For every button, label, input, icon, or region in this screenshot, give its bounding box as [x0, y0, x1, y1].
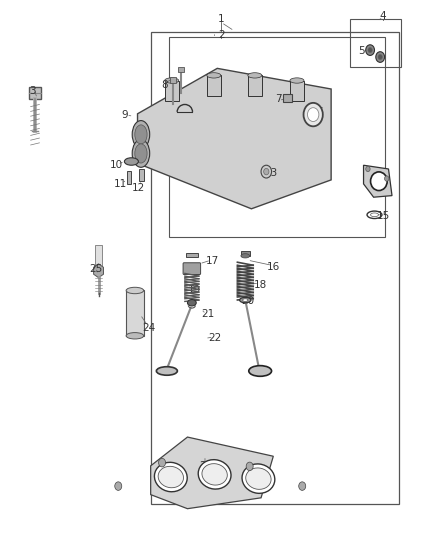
Circle shape: [246, 462, 253, 471]
Bar: [127, 171, 131, 184]
Text: 22: 22: [208, 334, 221, 343]
Circle shape: [376, 52, 385, 62]
Text: 17: 17: [206, 256, 219, 266]
Bar: [139, 169, 144, 181]
Bar: [126, 290, 144, 336]
Bar: [95, 245, 102, 266]
Polygon shape: [151, 437, 273, 508]
Ellipse shape: [156, 367, 177, 375]
Text: 8: 8: [161, 80, 168, 90]
Text: 16: 16: [267, 262, 280, 271]
Text: 10: 10: [110, 160, 123, 170]
Circle shape: [264, 168, 269, 175]
Text: 11: 11: [114, 179, 127, 189]
Bar: [178, 67, 184, 72]
Polygon shape: [138, 68, 331, 209]
Circle shape: [368, 47, 372, 53]
Bar: [165, 80, 179, 101]
Circle shape: [385, 176, 389, 181]
Text: 12: 12: [131, 183, 145, 192]
Circle shape: [366, 166, 370, 172]
Circle shape: [304, 103, 323, 126]
Ellipse shape: [240, 297, 251, 303]
Bar: [283, 94, 292, 102]
Text: 2: 2: [218, 30, 225, 39]
Text: 14: 14: [377, 171, 390, 181]
Text: 9: 9: [121, 110, 128, 119]
Text: 25: 25: [90, 264, 103, 274]
Ellipse shape: [202, 464, 227, 485]
Ellipse shape: [198, 459, 231, 489]
Polygon shape: [364, 165, 392, 197]
FancyBboxPatch shape: [183, 263, 201, 274]
Text: 7: 7: [275, 94, 282, 103]
Ellipse shape: [132, 140, 150, 167]
Text: 18: 18: [254, 280, 267, 290]
Text: 13: 13: [265, 168, 278, 178]
Bar: [241, 251, 250, 256]
Text: 24: 24: [142, 323, 155, 333]
Bar: [290, 80, 304, 101]
Ellipse shape: [243, 298, 248, 302]
Bar: [186, 253, 198, 257]
Ellipse shape: [135, 125, 147, 144]
Text: 21: 21: [201, 310, 215, 319]
Ellipse shape: [155, 462, 187, 492]
Ellipse shape: [124, 158, 138, 165]
Circle shape: [261, 165, 272, 178]
Circle shape: [299, 482, 306, 490]
Ellipse shape: [242, 464, 275, 494]
Text: 23: 23: [199, 462, 212, 471]
Bar: [170, 77, 176, 83]
Text: 3: 3: [29, 86, 36, 95]
Ellipse shape: [126, 333, 144, 339]
Ellipse shape: [248, 72, 262, 78]
Text: 1: 1: [218, 14, 225, 23]
Bar: [151, 32, 399, 504]
Text: 19: 19: [188, 286, 201, 295]
Bar: [169, 37, 385, 237]
Text: 15: 15: [377, 211, 390, 221]
Ellipse shape: [187, 300, 196, 306]
Ellipse shape: [126, 287, 144, 294]
Bar: [248, 75, 262, 95]
Ellipse shape: [371, 172, 387, 190]
Circle shape: [378, 54, 382, 60]
Ellipse shape: [135, 144, 147, 163]
Ellipse shape: [241, 254, 250, 258]
Circle shape: [115, 482, 122, 490]
Text: 5: 5: [358, 46, 365, 55]
Bar: [29, 87, 41, 99]
Ellipse shape: [158, 466, 184, 488]
Text: 4: 4: [380, 11, 387, 21]
Ellipse shape: [246, 468, 271, 489]
Ellipse shape: [290, 78, 304, 83]
Ellipse shape: [207, 72, 221, 78]
Text: 20: 20: [241, 296, 254, 306]
Circle shape: [366, 45, 374, 55]
Circle shape: [159, 458, 166, 467]
Circle shape: [307, 108, 319, 122]
Ellipse shape: [132, 120, 150, 148]
Ellipse shape: [165, 78, 179, 83]
Ellipse shape: [249, 366, 272, 376]
Bar: [207, 75, 221, 95]
Text: 6: 6: [316, 107, 323, 117]
Bar: [350, 19, 401, 67]
